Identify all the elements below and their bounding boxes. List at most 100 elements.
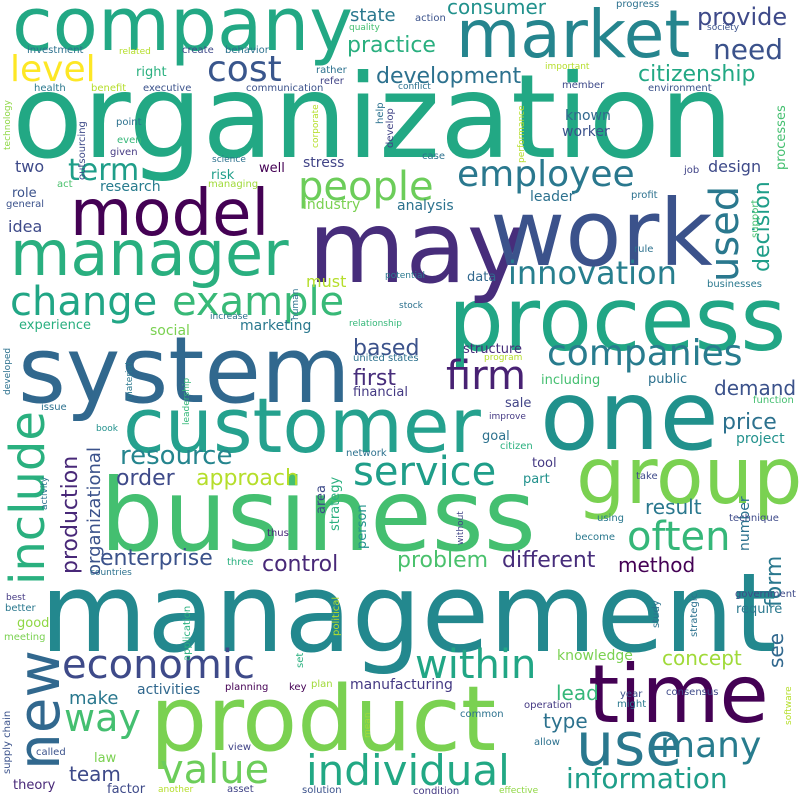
word-leadership: leadership bbox=[182, 377, 192, 425]
word-market: market bbox=[456, 0, 691, 73]
word-customer: customer bbox=[123, 381, 481, 470]
word-activity: activity bbox=[40, 476, 50, 510]
word-often: often bbox=[627, 514, 731, 560]
word-many: many bbox=[660, 725, 762, 766]
word-meeting: meeting bbox=[4, 632, 46, 643]
word-cost: cost bbox=[207, 49, 282, 90]
word-price: price bbox=[722, 410, 777, 435]
word-science: science bbox=[212, 155, 246, 165]
word-countries: countries bbox=[90, 568, 132, 578]
word-different: different bbox=[502, 548, 596, 573]
word-function: function bbox=[753, 395, 794, 406]
word-design: design bbox=[708, 157, 762, 176]
word-case: case bbox=[422, 151, 445, 162]
word-stress: stress bbox=[303, 155, 345, 171]
word-time: time bbox=[588, 648, 769, 741]
word-develop: develop bbox=[385, 108, 396, 148]
word-strategic: strategic bbox=[689, 592, 700, 637]
word-product: product bbox=[150, 667, 497, 772]
word-allow: allow bbox=[534, 737, 560, 748]
word-strategy: strategy bbox=[328, 476, 343, 531]
word-term: term bbox=[68, 153, 140, 188]
word-may: may bbox=[308, 189, 526, 306]
word-solution: solution bbox=[302, 785, 342, 796]
word-result: result bbox=[645, 495, 702, 519]
word-mean: mean bbox=[363, 712, 373, 738]
word-managing: managing bbox=[208, 179, 259, 190]
word-general: general bbox=[6, 199, 45, 210]
word-research: research bbox=[100, 179, 161, 195]
word-society: society bbox=[707, 23, 740, 33]
word-service: service bbox=[353, 449, 497, 495]
word-health: health bbox=[34, 83, 66, 94]
word-condition: condition bbox=[413, 786, 460, 797]
word-industry: industry bbox=[303, 197, 361, 213]
word-public: public bbox=[648, 372, 688, 387]
word-marketing: marketing bbox=[240, 318, 312, 334]
word-conflict: conflict bbox=[398, 82, 431, 92]
word-change: change bbox=[10, 279, 158, 325]
word-potential: potential bbox=[385, 271, 426, 281]
word-worker: worker bbox=[562, 124, 610, 140]
word-network: network bbox=[346, 448, 387, 459]
word-theory: theory bbox=[13, 778, 56, 793]
word-human: human bbox=[291, 288, 301, 320]
word-production: production bbox=[58, 455, 83, 574]
word-employee: employee bbox=[457, 154, 635, 195]
word-idea: idea bbox=[8, 217, 43, 236]
word-united-states: united states bbox=[353, 353, 419, 364]
word-one: one bbox=[540, 360, 719, 472]
word-developed: developed bbox=[3, 347, 13, 395]
word-role: role bbox=[12, 186, 37, 201]
word-financial: financial bbox=[353, 385, 408, 400]
word-environment: environment bbox=[648, 83, 712, 94]
word-another: another bbox=[158, 785, 194, 795]
word-resource: resource bbox=[120, 441, 233, 471]
word-approach: approach bbox=[196, 466, 299, 491]
word-demand: demand bbox=[714, 376, 797, 400]
word-political: political bbox=[331, 596, 342, 636]
word-good: good bbox=[17, 616, 50, 631]
word-information: information bbox=[566, 762, 728, 795]
word-rather: rather bbox=[316, 65, 347, 76]
word-risk: risk bbox=[211, 168, 235, 183]
word-individual: individual bbox=[306, 746, 510, 795]
word-might: might bbox=[617, 699, 647, 710]
word-factor: factor bbox=[107, 782, 146, 797]
word-group: group bbox=[576, 432, 800, 522]
word-require: require bbox=[736, 602, 783, 617]
word-planning: planning bbox=[225, 682, 269, 693]
word-asset: asset bbox=[227, 784, 254, 795]
word-three: three bbox=[227, 557, 254, 568]
word-company: company bbox=[12, 0, 354, 68]
word-year: year bbox=[620, 689, 643, 700]
word-citizenship: citizenship bbox=[638, 62, 756, 87]
word-book: book bbox=[96, 424, 118, 434]
word-relationship: relationship bbox=[349, 319, 402, 329]
word-value: value bbox=[160, 747, 270, 793]
word-better: better bbox=[5, 603, 36, 614]
word-work: work bbox=[490, 180, 713, 287]
word-stock: stock bbox=[399, 301, 423, 311]
word-outsourcing: outsourcing bbox=[77, 121, 88, 180]
word-increase: increase bbox=[210, 312, 248, 322]
word-practice: practice bbox=[347, 33, 436, 58]
word-member: member bbox=[562, 80, 605, 91]
word-tool: tool bbox=[532, 456, 557, 471]
word-executive: executive bbox=[143, 83, 192, 94]
word-provide: provide bbox=[697, 3, 788, 31]
word-take: take bbox=[636, 471, 658, 482]
word-refer: refer bbox=[320, 76, 344, 87]
word-goal: goal bbox=[482, 429, 510, 444]
word-structure: structure bbox=[463, 342, 522, 357]
word-including: including bbox=[541, 373, 601, 388]
word-job: job bbox=[684, 165, 700, 176]
word-activities: activities bbox=[137, 682, 201, 698]
word-control: control bbox=[262, 552, 339, 577]
word-effective: effective bbox=[499, 786, 539, 796]
word-common: common bbox=[460, 709, 504, 720]
word-support: support bbox=[750, 199, 761, 238]
word-use: use bbox=[576, 710, 683, 780]
word-process: process bbox=[448, 268, 787, 371]
word-software: software bbox=[784, 686, 794, 725]
